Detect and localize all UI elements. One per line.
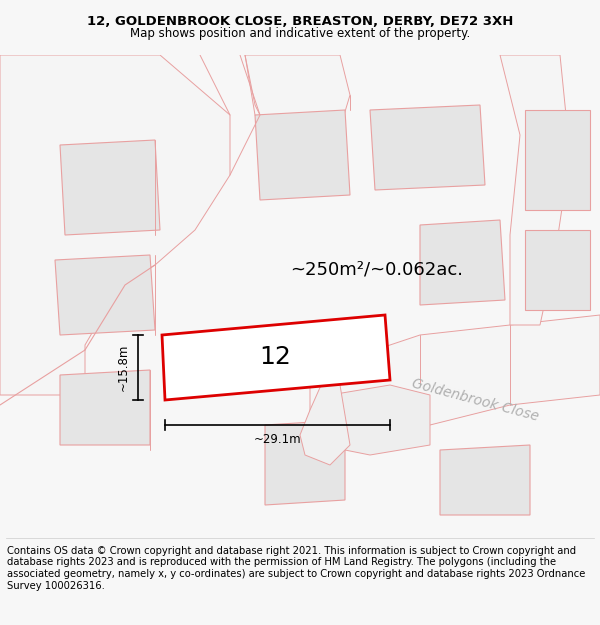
Polygon shape [525, 230, 590, 310]
Text: 12: 12 [260, 346, 292, 369]
Text: ~29.1m: ~29.1m [254, 433, 301, 446]
Polygon shape [0, 55, 230, 395]
Polygon shape [420, 220, 505, 305]
Text: Goldenbrook Close: Goldenbrook Close [410, 376, 540, 424]
Polygon shape [370, 105, 485, 190]
Polygon shape [525, 110, 590, 210]
Polygon shape [310, 385, 430, 455]
Text: ~250m²/~0.062ac.: ~250m²/~0.062ac. [290, 261, 463, 279]
Text: 12, GOLDENBROOK CLOSE, BREASTON, DERBY, DE72 3XH: 12, GOLDENBROOK CLOSE, BREASTON, DERBY, … [87, 16, 513, 28]
Polygon shape [310, 315, 600, 445]
Text: Contains OS data © Crown copyright and database right 2021. This information is : Contains OS data © Crown copyright and d… [7, 546, 586, 591]
Polygon shape [255, 110, 350, 200]
Text: ~15.8m: ~15.8m [117, 344, 130, 391]
Polygon shape [500, 55, 570, 325]
Polygon shape [265, 420, 345, 505]
Polygon shape [440, 445, 530, 515]
Text: Map shows position and indicative extent of the property.: Map shows position and indicative extent… [130, 27, 470, 39]
Polygon shape [60, 370, 150, 445]
Polygon shape [55, 255, 155, 335]
Polygon shape [245, 55, 350, 155]
Polygon shape [60, 140, 160, 235]
Polygon shape [162, 315, 390, 400]
Polygon shape [300, 365, 350, 465]
